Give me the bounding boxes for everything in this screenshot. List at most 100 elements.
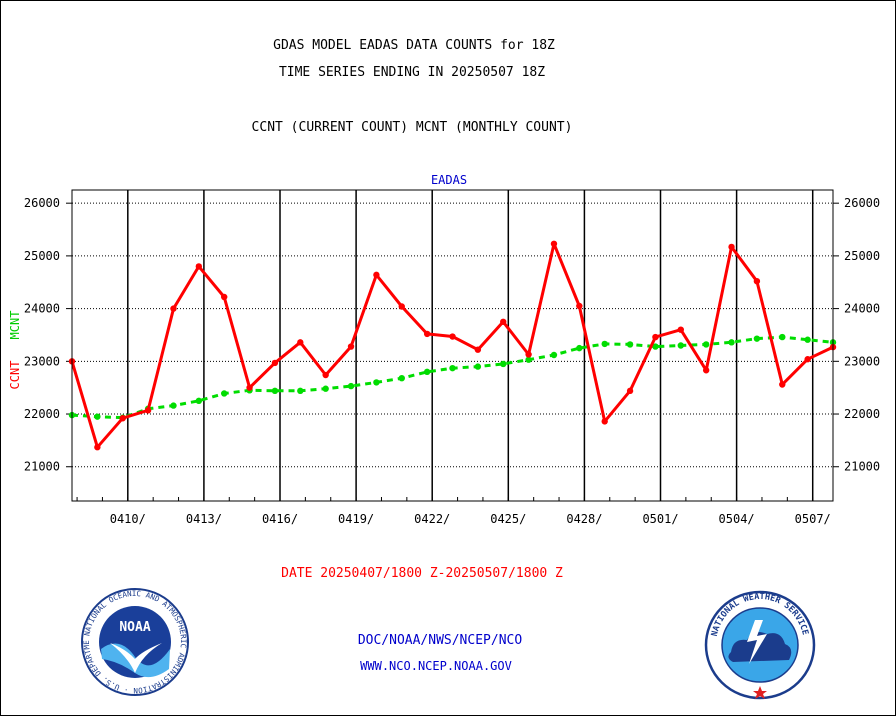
x-tick-label: 0410/ <box>110 512 146 526</box>
data-point-ccnt <box>347 343 355 350</box>
data-point-ccnt <box>728 243 735 251</box>
y-tick-label-right: 22000 <box>844 407 880 421</box>
series-group <box>68 240 837 451</box>
data-point-ccnt <box>449 333 456 340</box>
y-tick-label-right: 21000 <box>844 460 880 474</box>
chart-title-line1: GDAS MODEL EADAS DATA COUNTS for 18Z <box>273 38 555 53</box>
data-point-ccnt <box>221 293 228 301</box>
x-tick-label: 0501/ <box>642 512 678 526</box>
y-axis-label-mcnt: MCNT <box>8 311 22 340</box>
data-point-ccnt <box>500 318 507 325</box>
y-tick-label-left: 23000 <box>24 354 60 368</box>
data-point-mcnt <box>500 360 507 368</box>
data-point-mcnt <box>626 341 634 348</box>
data-point-ccnt <box>373 271 380 279</box>
chart-title-line2: TIME SERIES ENDING IN 20250507 18Z <box>278 65 546 80</box>
y-axis-label-ccnt: CCNT <box>8 361 22 390</box>
data-point-mcnt <box>347 382 355 390</box>
series-line-mcnt <box>71 335 834 420</box>
chart-subtitle: CCNT (CURRENT COUNT) MCNT (MONTHLY COUNT… <box>251 120 573 135</box>
axis-ticks: 21000 21000 22000 22000 23000 23000 24000 24000… <box>24 196 880 526</box>
data-point-ccnt <box>423 330 431 338</box>
y-tick-label-right: 26000 <box>844 196 880 210</box>
website-link[interactable]: WWW.NCO.NCEP.NOAA.GOV <box>360 659 512 673</box>
data-point-ccnt <box>779 381 786 388</box>
data-point-mcnt <box>271 387 279 395</box>
x-tick-label: 0416/ <box>262 512 298 526</box>
data-point-ccnt <box>550 240 558 247</box>
data-point-ccnt <box>474 346 482 353</box>
data-point-mcnt <box>728 339 735 346</box>
data-point-ccnt <box>677 326 684 333</box>
data-point-mcnt <box>702 341 710 348</box>
noaa-logo[interactable]: NATIONAL OCEANIC AND ATMOSPHERIC ADMINIS… <box>80 587 190 697</box>
y-tick-label-right: 25000 <box>844 249 880 263</box>
grid-lines <box>72 190 833 501</box>
data-point-mcnt <box>474 363 482 370</box>
x-tick-label: 0425/ <box>490 512 526 526</box>
nws-star-icon <box>753 686 767 699</box>
y-tick-label-right: 23000 <box>844 354 880 368</box>
data-point-mcnt <box>423 368 431 376</box>
x-tick-label: 0413/ <box>186 512 222 526</box>
nws-cloud-icon <box>728 632 792 662</box>
y-tick-label-right: 24000 <box>844 302 880 316</box>
date-range: DATE 20250407/1800 Z-20250507/1800 Z <box>281 566 563 581</box>
data-point-ccnt <box>322 371 329 379</box>
data-point-mcnt <box>297 387 304 395</box>
data-point-mcnt <box>170 402 177 409</box>
panel-title: EADAS <box>431 173 467 187</box>
y-tick-label-left: 24000 <box>24 302 60 316</box>
data-point-mcnt <box>373 379 380 386</box>
data-point-ccnt <box>576 302 583 310</box>
y-tick-label-left: 26000 <box>24 196 60 210</box>
x-tick-label: 0419/ <box>338 512 374 526</box>
nws-lightning-icon <box>747 620 767 664</box>
data-point-ccnt <box>170 305 177 312</box>
data-point-mcnt <box>652 343 659 350</box>
data-point-ccnt <box>119 415 126 422</box>
data-point-mcnt <box>576 344 583 352</box>
data-point-ccnt <box>702 367 710 374</box>
data-point-mcnt <box>94 413 101 420</box>
data-point-ccnt <box>753 277 761 285</box>
time-series-chart: EADAS CCNT MCNT 21000 21000 22000 22000 2300… <box>8 173 880 526</box>
data-point-ccnt <box>144 407 152 414</box>
data-point-mcnt <box>195 397 203 405</box>
data-point-ccnt <box>271 359 279 367</box>
data-point-ccnt <box>804 356 811 363</box>
org-path-link[interactable]: DOC/NOAA/NWS/NCEP/NCO <box>357 633 523 648</box>
data-point-mcnt <box>525 356 532 363</box>
data-point-mcnt <box>753 335 761 342</box>
y-tick-label-left: 25000 <box>24 249 60 263</box>
noaa-logo-text: NOAA <box>119 620 150 635</box>
data-point-mcnt <box>550 351 558 359</box>
data-point-ccnt <box>652 333 659 341</box>
data-point-ccnt <box>525 351 532 358</box>
y-tick-label-left: 22000 <box>24 407 60 421</box>
data-point-ccnt <box>94 444 101 451</box>
axis-labels: CCNT MCNT <box>8 311 22 390</box>
data-point-ccnt <box>246 384 253 391</box>
data-point-mcnt <box>322 385 329 392</box>
data-point-mcnt <box>804 336 811 343</box>
nws-logo[interactable]: NATIONAL WEATHER SERVICE <box>703 590 817 700</box>
data-point-mcnt <box>449 364 456 372</box>
data-point-mcnt <box>779 333 786 341</box>
data-point-mcnt <box>398 374 405 382</box>
data-point-mcnt <box>677 342 684 349</box>
plot-border <box>71 189 834 502</box>
data-point-ccnt <box>398 303 405 310</box>
y-tick-label-left: 21000 <box>24 460 60 474</box>
data-point-ccnt <box>297 339 304 346</box>
data-point-ccnt <box>195 263 203 270</box>
x-tick-label: 0504/ <box>719 512 755 526</box>
noaa-bird-icon <box>110 643 162 673</box>
x-tick-label: 0428/ <box>566 512 602 526</box>
data-point-mcnt <box>221 390 228 397</box>
x-tick-label: 0422/ <box>414 512 450 526</box>
data-point-ccnt <box>601 418 608 425</box>
x-tick-label: 0507/ <box>795 512 831 526</box>
data-point-ccnt <box>626 387 634 395</box>
data-point-mcnt <box>601 340 608 348</box>
